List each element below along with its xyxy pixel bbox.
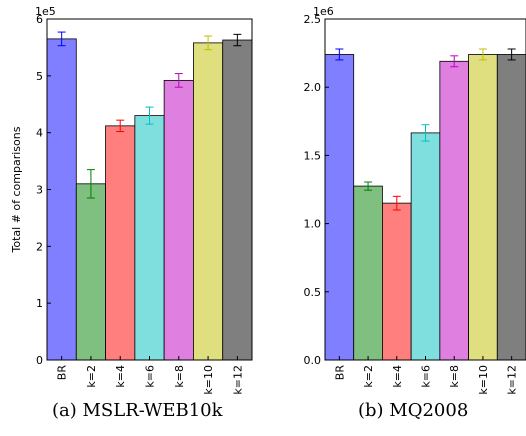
bar-k=4 bbox=[105, 125, 136, 361]
xtick-label: k=6 bbox=[144, 365, 157, 388]
ytick-label: 6 bbox=[36, 13, 43, 26]
caption-a: (a) MSLR-WEB10k bbox=[52, 400, 223, 421]
ytick-label: 0.5 bbox=[304, 286, 322, 299]
xtick-label: k=2 bbox=[362, 365, 375, 388]
ytick-label: 4 bbox=[36, 127, 43, 140]
ytick-label: 5 bbox=[36, 70, 43, 83]
bar-k=12 bbox=[222, 39, 253, 361]
bar-k=8 bbox=[439, 60, 469, 361]
ytick-label: 1.0 bbox=[304, 218, 322, 231]
bar-k=2 bbox=[353, 185, 383, 361]
ytick-label: 0 bbox=[36, 354, 43, 367]
xtick-label: BR bbox=[333, 365, 346, 381]
bar-k=10 bbox=[468, 54, 498, 361]
ytick-label: 1 bbox=[36, 297, 43, 310]
y-axis-label: Total # of comparisons bbox=[10, 126, 23, 253]
ytick-label: 2.5 bbox=[304, 13, 322, 26]
bar-k=8 bbox=[163, 79, 194, 361]
ytick-label: 1.5 bbox=[304, 149, 322, 162]
caption-b: (b) MQ2008 bbox=[358, 400, 469, 421]
xtick-label: k=4 bbox=[391, 365, 404, 388]
bar-k=6 bbox=[410, 132, 441, 361]
xtick-label: k=10 bbox=[202, 365, 215, 395]
xtick-label: k=8 bbox=[448, 365, 461, 388]
xtick-label: BR bbox=[56, 365, 69, 381]
ytick-label: 2.0 bbox=[304, 81, 322, 94]
ytick-label: 0.0 bbox=[304, 354, 322, 367]
bar-k=2 bbox=[75, 183, 106, 361]
y-exponent-label: 1e6 bbox=[313, 5, 334, 18]
bar-k=4 bbox=[382, 202, 412, 361]
xtick-label: k=8 bbox=[173, 365, 186, 388]
ytick-label: 2 bbox=[36, 240, 43, 253]
ytick-label: 3 bbox=[36, 184, 43, 197]
y-exponent-label: 1e5 bbox=[35, 5, 56, 18]
bar-k=12 bbox=[496, 54, 526, 361]
xtick-label: k=10 bbox=[477, 365, 490, 395]
bar-BR bbox=[324, 54, 355, 361]
bar-k=6 bbox=[134, 115, 165, 361]
xtick-label: k=2 bbox=[85, 365, 98, 388]
bar-k=10 bbox=[193, 42, 224, 361]
xtick-label: k=12 bbox=[506, 365, 519, 395]
bar-BR bbox=[46, 38, 77, 361]
xtick-label: k=6 bbox=[420, 365, 433, 388]
xtick-label: k=12 bbox=[231, 365, 244, 395]
xtick-label: k=4 bbox=[114, 365, 127, 388]
